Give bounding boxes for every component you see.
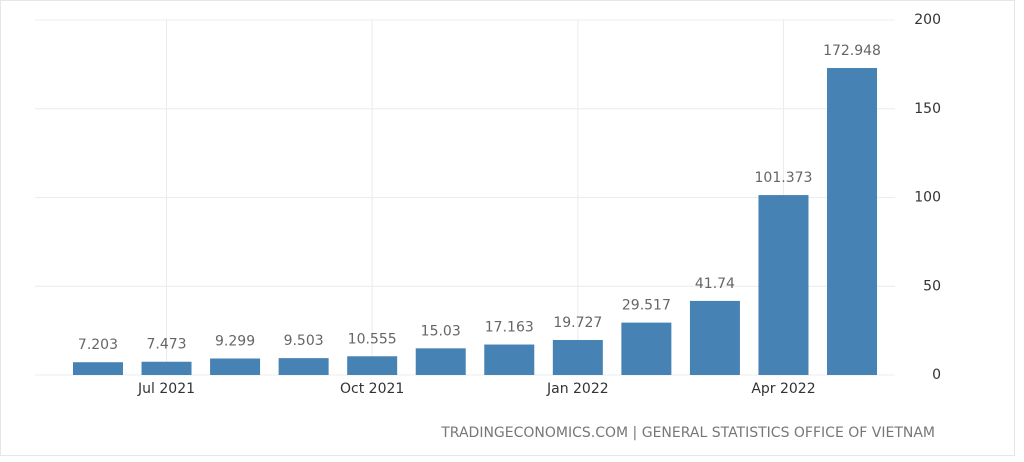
bar <box>72 362 123 375</box>
bar <box>689 300 740 375</box>
value-label: 29.517 <box>622 298 671 314</box>
value-label: 41.74 <box>695 276 735 292</box>
y-tick-label: 0 <box>932 367 941 383</box>
value-label: 9.503 <box>284 333 324 349</box>
value-label: 172.948 <box>823 43 881 59</box>
value-label: 10.555 <box>348 331 397 347</box>
frame <box>0 0 1015 456</box>
y-tick-label: 150 <box>914 101 941 117</box>
value-label: 9.299 <box>215 333 255 349</box>
bar <box>827 68 878 375</box>
bar <box>278 358 329 375</box>
bar <box>141 361 192 375</box>
bar <box>621 322 672 375</box>
x-tick-label: Jan 2022 <box>546 381 609 397</box>
bar <box>347 356 398 375</box>
y-tick-label: 50 <box>923 278 941 294</box>
bar <box>415 348 466 375</box>
y-tick-label: 100 <box>914 190 941 206</box>
x-tick-label: Oct 2021 <box>340 381 404 397</box>
value-label: 7.203 <box>78 337 118 353</box>
value-label: 17.163 <box>485 320 534 336</box>
value-label: 15.03 <box>421 323 461 339</box>
value-label: 7.473 <box>146 337 186 353</box>
value-label: 101.373 <box>755 170 813 186</box>
source: TRADINGECONOMICS.COM | GENERAL STATISTIC… <box>440 425 935 441</box>
value-label: 19.727 <box>553 315 602 331</box>
bar <box>210 358 261 375</box>
bar <box>484 344 535 375</box>
x-tick-label: Apr 2022 <box>751 381 815 397</box>
bar <box>552 339 603 375</box>
y-tick-label: 200 <box>914 12 941 28</box>
bar <box>758 195 809 375</box>
x-tick-label: Jul 2021 <box>137 381 195 397</box>
